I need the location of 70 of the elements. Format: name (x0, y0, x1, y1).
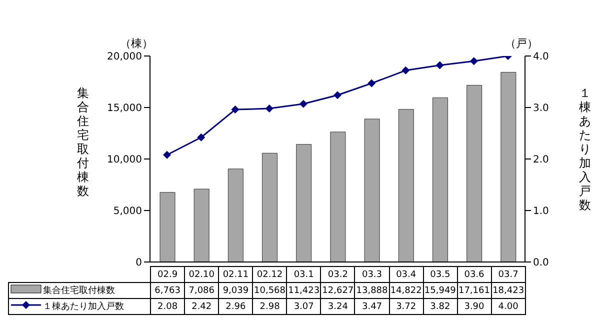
data-label: 14,822 (389, 282, 424, 298)
data-label: 9,039 (218, 282, 253, 298)
data-label: 2.42 (184, 298, 219, 314)
x-tick-label: 02.11 (218, 266, 253, 282)
point (470, 57, 478, 66)
point (231, 106, 240, 114)
data-label: 3.24 (320, 298, 355, 314)
point (265, 104, 274, 113)
text: １棟あたり加入戸数 (579, 86, 591, 212)
x-tick-label: 02.9 (150, 266, 185, 282)
bar (296, 144, 312, 262)
point (436, 61, 444, 70)
data-label: 11,423 (286, 282, 321, 298)
bar (398, 109, 414, 262)
text: （戸） (505, 36, 538, 51)
data-label: 7,086 (184, 282, 219, 298)
data-label: 13,888 (354, 282, 390, 298)
data-label: 2.98 (252, 298, 287, 314)
x-tick-label: 03.1 (286, 266, 321, 282)
data-label: 4.00 (491, 298, 526, 314)
x-tick-label: 03.7 (491, 266, 526, 282)
point (163, 150, 172, 159)
x-tick-label: 03.2 (320, 266, 355, 282)
bar (330, 132, 346, 262)
y-tick-label: 15,000 (107, 103, 142, 114)
bar (432, 97, 448, 262)
point (368, 79, 376, 88)
data-label: 3.82 (423, 298, 458, 314)
text: （棟） (120, 36, 153, 51)
point (197, 133, 206, 142)
y-tick-label: 10,000 (107, 154, 142, 166)
bar (466, 84, 482, 262)
data-label: 2.96 (218, 298, 253, 314)
y2-tick-label: 0.0 (533, 258, 549, 269)
data-label: 3.47 (354, 298, 390, 314)
point (402, 66, 410, 74)
y2-tick-label: 4.0 (533, 52, 549, 63)
data-label: 3.07 (286, 298, 321, 314)
bar (160, 192, 176, 262)
x-tick-label: 03.4 (389, 266, 424, 282)
point (334, 91, 342, 100)
data-label: 15,949 (423, 282, 458, 298)
bar (228, 168, 244, 262)
bar (500, 72, 516, 262)
x-tick-label: 02.12 (252, 266, 287, 282)
data-label: 18,423 (491, 282, 526, 298)
y-tick-label: 5,000 (113, 206, 142, 218)
data-label: 3.90 (457, 298, 492, 314)
x-tick-label: 03.3 (354, 266, 390, 282)
legend-label: １棟あたり加入戸数 (43, 302, 124, 312)
data-label: 10,568 (252, 282, 287, 298)
bar (364, 118, 380, 262)
y2-tick-label: 2.0 (533, 154, 549, 166)
data-label: 17,161 (457, 282, 492, 298)
data-label: 12,627 (320, 282, 355, 298)
x-tick-label: 03.5 (423, 266, 458, 282)
data-label: 3.72 (389, 298, 424, 314)
point (299, 100, 308, 108)
data-label: 2.08 (150, 298, 185, 314)
bar (194, 188, 210, 262)
x-tick-label: 02.10 (184, 266, 219, 282)
data-label: 6,763 (150, 282, 185, 298)
y2-tick-label: 1.0 (533, 206, 549, 218)
y2-tick-label: 3.0 (533, 103, 549, 114)
y-tick-label: 0 (136, 258, 142, 269)
legend-label: 集合住宅取付棟数 (43, 286, 115, 296)
y-tick-label: 20,000 (107, 52, 142, 63)
y-axis-title: 集合住宅取付棟数 (76, 86, 90, 198)
bar (262, 152, 278, 262)
x-tick-label: 03.6 (457, 266, 492, 282)
